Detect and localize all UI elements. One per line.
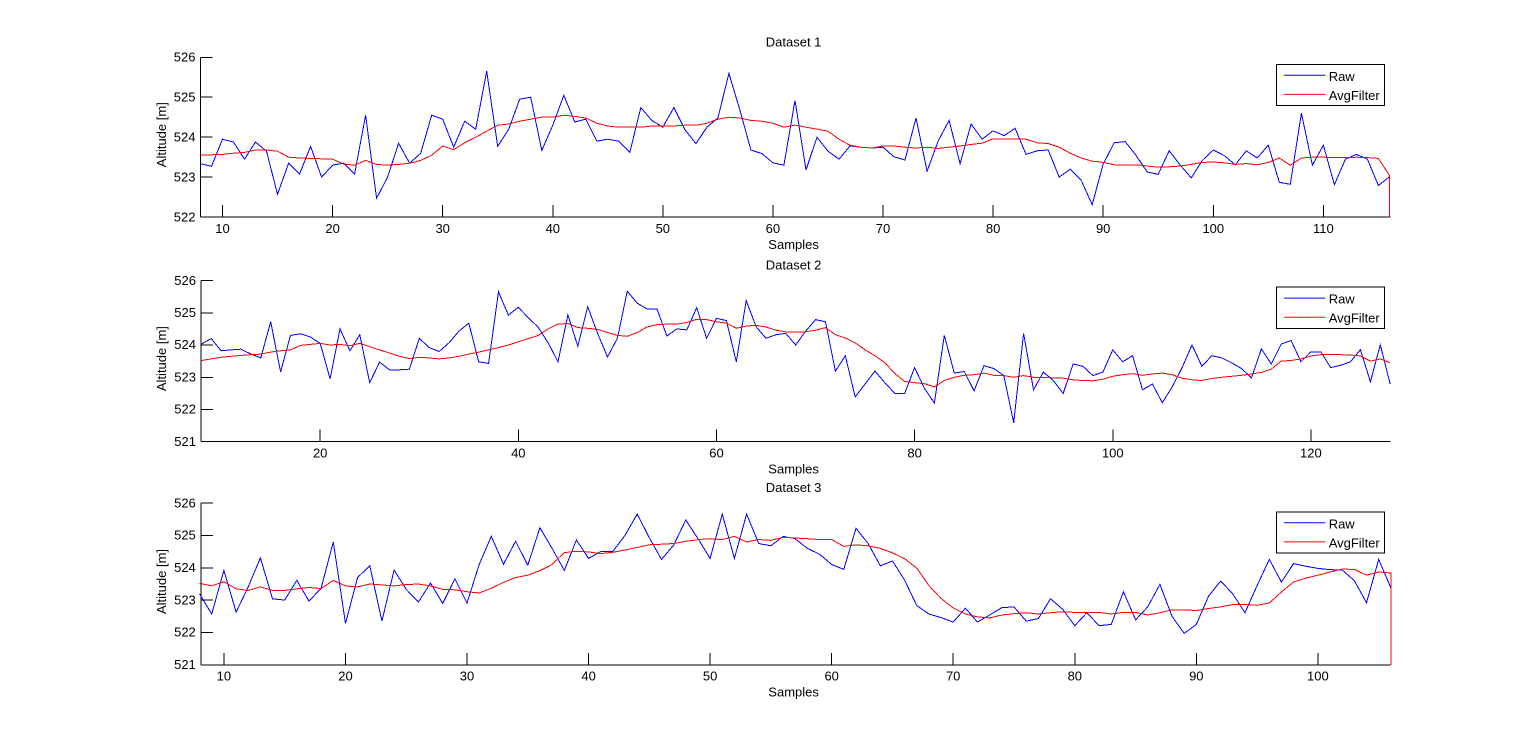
svg-text:80: 80 [907, 445, 921, 460]
svg-text:10: 10 [215, 221, 229, 236]
svg-text:Dataset 1: Dataset 1 [766, 34, 822, 49]
svg-text:AvgFilter: AvgFilter [1329, 311, 1381, 326]
svg-text:60: 60 [766, 221, 780, 236]
svg-text:Dataset 2: Dataset 2 [766, 258, 822, 273]
svg-text:Raw: Raw [1329, 292, 1356, 307]
svg-text:70: 70 [946, 669, 960, 684]
svg-text:Altitude [m]: Altitude [m] [154, 549, 169, 614]
svg-text:521: 521 [174, 434, 196, 449]
svg-text:70: 70 [876, 221, 890, 236]
svg-text:Raw: Raw [1329, 516, 1356, 531]
svg-text:20: 20 [338, 669, 352, 684]
svg-text:40: 40 [581, 669, 595, 684]
svg-text:120: 120 [1300, 445, 1322, 460]
svg-text:525: 525 [174, 528, 196, 543]
svg-text:40: 40 [546, 221, 560, 236]
svg-text:522: 522 [174, 625, 196, 640]
svg-text:523: 523 [174, 169, 196, 184]
svg-text:AvgFilter: AvgFilter [1329, 88, 1381, 103]
svg-text:524: 524 [174, 129, 196, 144]
svg-text:526: 526 [174, 50, 196, 65]
svg-text:526: 526 [174, 273, 196, 288]
svg-text:522: 522 [174, 209, 196, 224]
svg-text:523: 523 [174, 370, 196, 385]
svg-text:20: 20 [313, 445, 327, 460]
svg-text:80: 80 [1068, 669, 1082, 684]
svg-text:60: 60 [709, 445, 723, 460]
svg-text:10: 10 [217, 669, 231, 684]
svg-text:100: 100 [1307, 669, 1329, 684]
svg-text:Samples: Samples [768, 685, 819, 700]
svg-text:525: 525 [174, 89, 196, 104]
svg-text:60: 60 [824, 669, 838, 684]
svg-text:524: 524 [174, 560, 196, 575]
svg-text:AvgFilter: AvgFilter [1329, 535, 1381, 550]
svg-text:100: 100 [1102, 445, 1124, 460]
svg-text:90: 90 [1189, 669, 1203, 684]
svg-text:50: 50 [656, 221, 670, 236]
svg-text:Altitude [m]: Altitude [m] [154, 102, 169, 167]
svg-text:521: 521 [174, 657, 196, 672]
svg-text:Raw: Raw [1329, 69, 1356, 84]
svg-text:526: 526 [174, 495, 196, 510]
svg-text:30: 30 [460, 669, 474, 684]
svg-text:100: 100 [1202, 221, 1224, 236]
svg-text:523: 523 [174, 592, 196, 607]
svg-text:525: 525 [174, 305, 196, 320]
svg-text:40: 40 [511, 445, 525, 460]
svg-text:90: 90 [1096, 221, 1110, 236]
svg-text:Samples: Samples [768, 237, 819, 252]
svg-text:50: 50 [703, 669, 717, 684]
svg-text:524: 524 [174, 337, 196, 352]
svg-text:Dataset 3: Dataset 3 [766, 480, 822, 495]
svg-text:Altitude [m]: Altitude [m] [154, 326, 169, 391]
svg-text:80: 80 [986, 221, 1000, 236]
svg-text:522: 522 [174, 402, 196, 417]
svg-text:Samples: Samples [768, 462, 819, 477]
svg-text:30: 30 [435, 221, 449, 236]
svg-text:110: 110 [1313, 221, 1334, 236]
svg-text:20: 20 [325, 221, 339, 236]
